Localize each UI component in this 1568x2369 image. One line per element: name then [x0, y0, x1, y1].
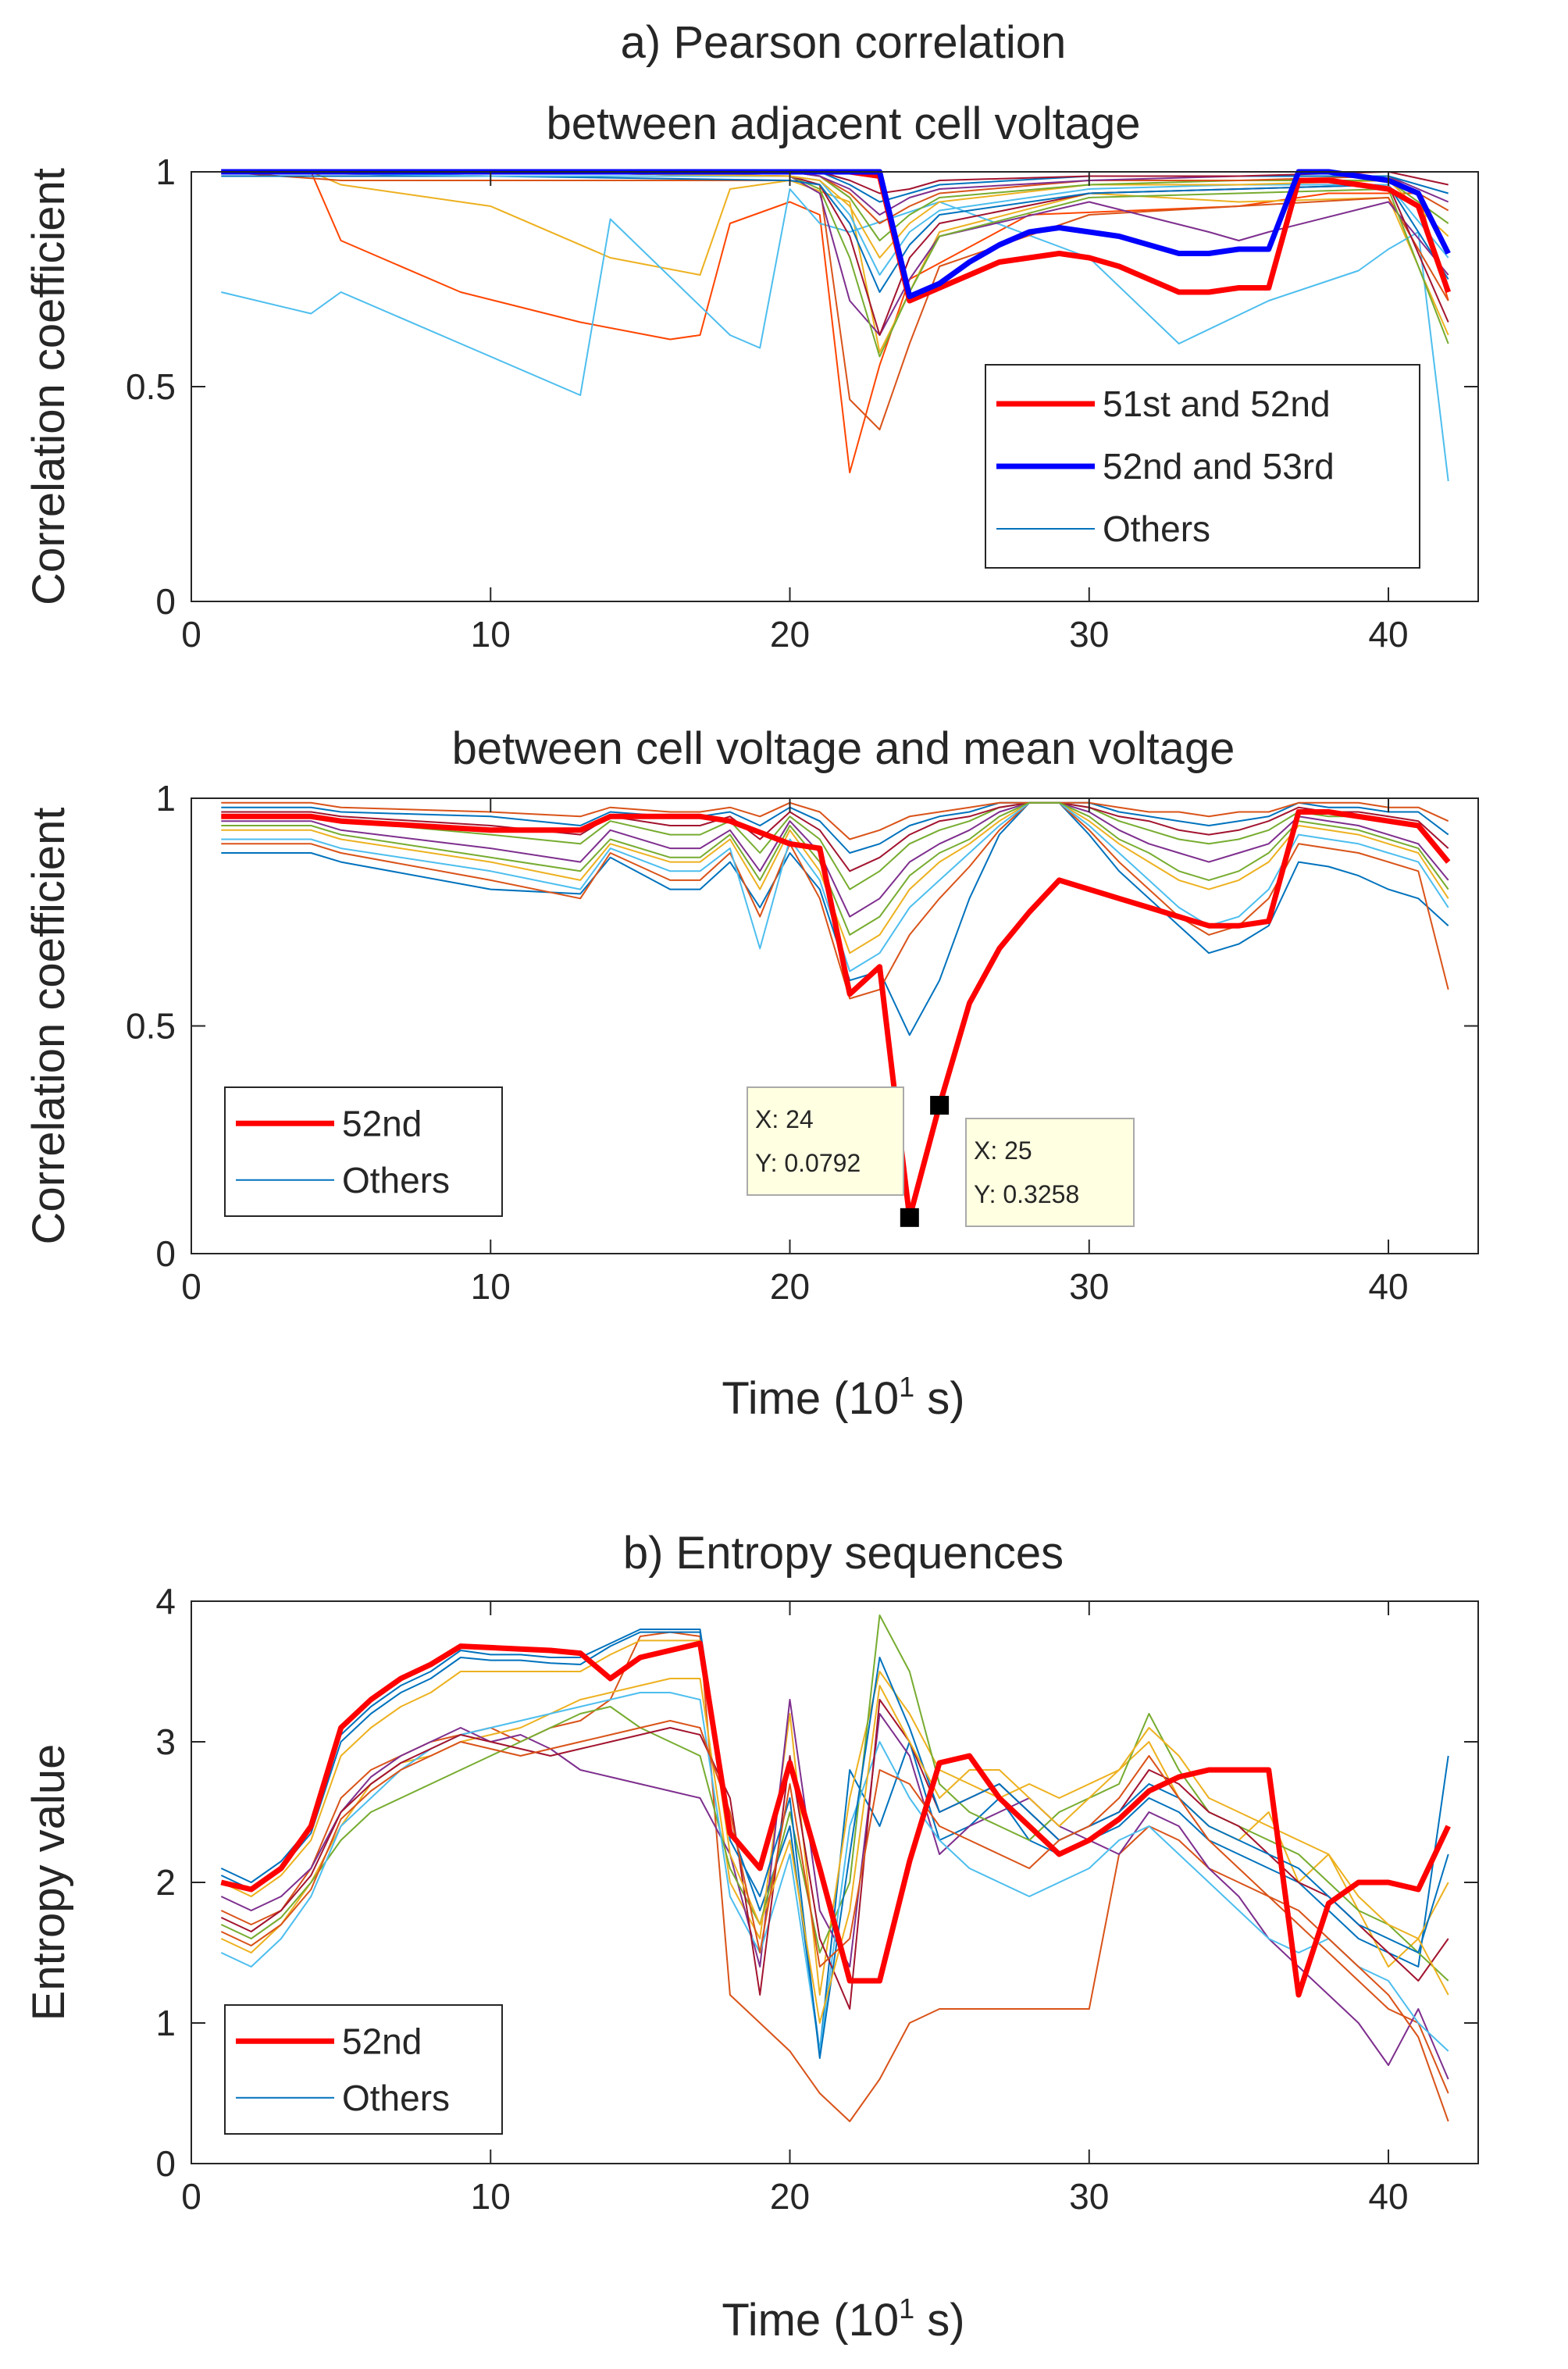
panel-title: between cell voltage and mean voltage — [452, 723, 1235, 774]
legend: 51st and 52nd 52nd and 53rd Others — [985, 364, 1420, 569]
y-tick-label: 0.5 — [126, 366, 176, 407]
series-others-line — [221, 171, 1449, 430]
series-others-line — [221, 801, 1449, 918]
x-tick-label: 10 — [471, 2176, 511, 2217]
series-others-line — [221, 801, 1449, 1000]
datatip-box — [965, 1118, 1135, 1227]
y-tick-label: 1 — [155, 778, 176, 819]
legend-label: Others — [1103, 508, 1210, 549]
datatips: X: 24 Y: 0.0792 X: 25 Y: 0.3258 — [747, 1086, 1135, 1227]
x-tick-label: 40 — [1368, 2176, 1408, 2217]
series-others-line — [221, 171, 1449, 473]
x-tick-label: 20 — [770, 614, 810, 655]
legend-label: 52nd — [342, 1103, 422, 1143]
legend: 52nd Others — [224, 1086, 503, 1217]
x-tick-label: 0 — [181, 2176, 201, 2217]
series-others-line — [221, 175, 1449, 293]
x-tick-label: 10 — [471, 1266, 511, 1307]
y-tick-label: 1 — [155, 2003, 176, 2043]
panel-title: between adjacent cell voltage — [547, 98, 1141, 149]
series-others-line — [221, 801, 1449, 936]
plot-lines — [221, 801, 1451, 1221]
figure-title-a: a) Pearson correlation — [621, 17, 1067, 68]
plot-lines — [220, 1614, 1451, 2122]
series-others-line — [220, 1699, 1449, 2010]
panel-entropy: b) Entropy sequences Entropy value 0 10 20… — [23, 1528, 1479, 2346]
legend-label: Others — [342, 1160, 450, 1201]
x-axis-label: Time (101 s) — [722, 1371, 964, 1424]
datatip-x: X: 25 — [974, 1136, 1032, 1165]
series-others-line — [220, 1720, 1449, 2122]
y-axis-label: Correlation coefficient — [23, 808, 74, 1245]
datatip-y: Y: 0.3258 — [974, 1180, 1079, 1208]
legend-box — [224, 1086, 503, 1217]
y-axis-label: Entropy value — [23, 1744, 74, 2021]
y-tick-label: 4 — [155, 1581, 176, 1622]
series-highlight-line — [221, 809, 1451, 1221]
legend-box — [224, 2004, 503, 2135]
y-tick-label: 2 — [155, 1862, 176, 1903]
series-others-line — [220, 1631, 1449, 2059]
axis-ticks: 0 10 20 30 40 0 1 2 3 4 — [155, 1581, 1478, 2217]
y-tick-label: 0 — [155, 2143, 176, 2184]
datatip-x: X: 24 — [755, 1105, 814, 1133]
series-others-line — [220, 1639, 1449, 2024]
x-tick-label: 20 — [770, 2176, 810, 2217]
x-tick-label: 30 — [1069, 2176, 1109, 2217]
y-tick-label: 3 — [155, 1721, 176, 1762]
x-tick-label: 20 — [770, 1266, 810, 1307]
x-tick-label: 0 — [181, 614, 201, 655]
legend-label: 51st and 52nd — [1103, 384, 1331, 424]
legend: 52nd Others — [224, 2004, 503, 2135]
y-tick-label: 1 — [155, 152, 176, 192]
series-others-line — [221, 801, 1449, 1036]
series-others-line — [220, 1692, 1449, 2052]
panel-title: b) Entropy sequences — [623, 1528, 1064, 1579]
series-others-line — [221, 188, 1449, 482]
x-tick-label: 10 — [471, 614, 511, 655]
datatip-marker — [900, 1208, 919, 1227]
axis-ticks: 0 10 20 30 40 0 0.5 1 — [126, 778, 1478, 1307]
series-others-line — [221, 801, 1449, 890]
series-others-line — [220, 1671, 1449, 1996]
y-tick-label: 0 — [155, 581, 176, 622]
series-others-line — [220, 1629, 1449, 2052]
panel-adjacent-correlation: between adjacent cell voltage Correlatio… — [23, 98, 1479, 655]
series-others-line — [221, 801, 1449, 872]
x-tick-label: 30 — [1069, 614, 1109, 655]
y-axis-label: Correlation coefficient — [23, 168, 74, 605]
y-tick-label: 0.5 — [126, 1006, 176, 1047]
x-tick-label: 0 — [181, 1266, 201, 1307]
x-axis-label: Time (101 s) — [722, 2292, 964, 2346]
series-others-line — [221, 801, 1449, 854]
datatip-box — [747, 1086, 904, 1196]
legend-label: Others — [342, 2078, 450, 2118]
series-others-line — [221, 801, 1449, 954]
panel-mean-correlation: between cell voltage and mean voltage Co… — [23, 723, 1479, 1424]
plot-lines — [221, 169, 1452, 482]
series-others-line — [221, 801, 1449, 840]
y-tick-label: 0 — [155, 1233, 176, 1274]
legend-label: 52nd — [342, 2021, 422, 2061]
x-tick-label: 40 — [1368, 614, 1408, 655]
series-highlight-line — [220, 1640, 1451, 1998]
legend-label: 52nd and 53rd — [1103, 446, 1335, 487]
x-tick-label: 30 — [1069, 1266, 1109, 1307]
datatip-marker — [930, 1096, 950, 1115]
axis-ticks: 0 10 20 30 40 0 0.5 1 — [126, 152, 1478, 655]
x-tick-label: 40 — [1368, 1266, 1408, 1307]
datatip-y: Y: 0.0792 — [755, 1149, 861, 1177]
